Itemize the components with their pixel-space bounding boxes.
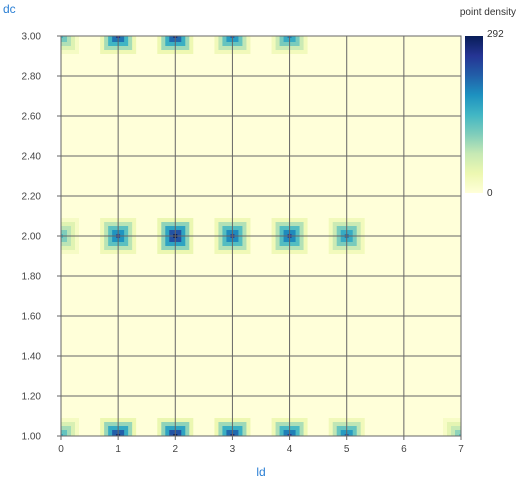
y-tick-label: 1.60 bbox=[22, 312, 42, 323]
x-tick-label: 5 bbox=[344, 444, 350, 455]
y-tick-label: 2.80 bbox=[22, 72, 42, 83]
heatmap-hotspot bbox=[443, 418, 461, 436]
y-tick-label: 2.20 bbox=[22, 192, 42, 203]
y-tick-label: 1.00 bbox=[22, 432, 42, 443]
y-tick-label: 3.00 bbox=[22, 32, 42, 43]
x-tick-label: 3 bbox=[230, 444, 236, 455]
x-tick-label: 7 bbox=[458, 444, 464, 455]
y-tick-label: 1.40 bbox=[22, 352, 42, 363]
y-axis-title: dc bbox=[3, 2, 16, 16]
y-tick-label: 1.80 bbox=[22, 272, 42, 283]
x-axis: 0 1 2 3 4 5 6 7 bbox=[58, 436, 464, 455]
heatmap-cell bbox=[61, 434, 63, 436]
heatmap-cell bbox=[459, 434, 461, 436]
heatmap-hotspot bbox=[61, 418, 79, 436]
heatmap-cell bbox=[61, 430, 67, 436]
colorbar-max-label: 292 bbox=[487, 29, 504, 40]
y-axis: 1.00 1.20 1.40 1.60 1.80 2.00 2.20 2.40 2.60 2.80… bbox=[22, 32, 61, 443]
x-tick-label: 6 bbox=[401, 444, 407, 455]
x-tick-label: 2 bbox=[173, 444, 179, 455]
y-tick-label: 1.20 bbox=[22, 392, 42, 403]
colorbar: point density 292 0 bbox=[460, 7, 516, 199]
heatmap-cell bbox=[61, 36, 63, 38]
x-tick-label: 1 bbox=[115, 444, 121, 455]
colorbar-title: point density bbox=[460, 7, 516, 18]
heatmap-hotspot bbox=[61, 36, 79, 54]
x-tick-label: 4 bbox=[287, 444, 293, 455]
y-tick-label: 2.40 bbox=[22, 152, 42, 163]
x-tick-label: 0 bbox=[58, 444, 64, 455]
heatmap-cell bbox=[455, 430, 461, 436]
colorbar-gradient bbox=[465, 36, 483, 193]
y-tick-label: 2.60 bbox=[22, 112, 42, 123]
y-tick-label: 2.00 bbox=[22, 232, 42, 243]
heatmap-cell bbox=[61, 36, 67, 42]
colorbar-min-label: 0 bbox=[487, 188, 493, 199]
x-axis-title: ld bbox=[256, 465, 265, 479]
